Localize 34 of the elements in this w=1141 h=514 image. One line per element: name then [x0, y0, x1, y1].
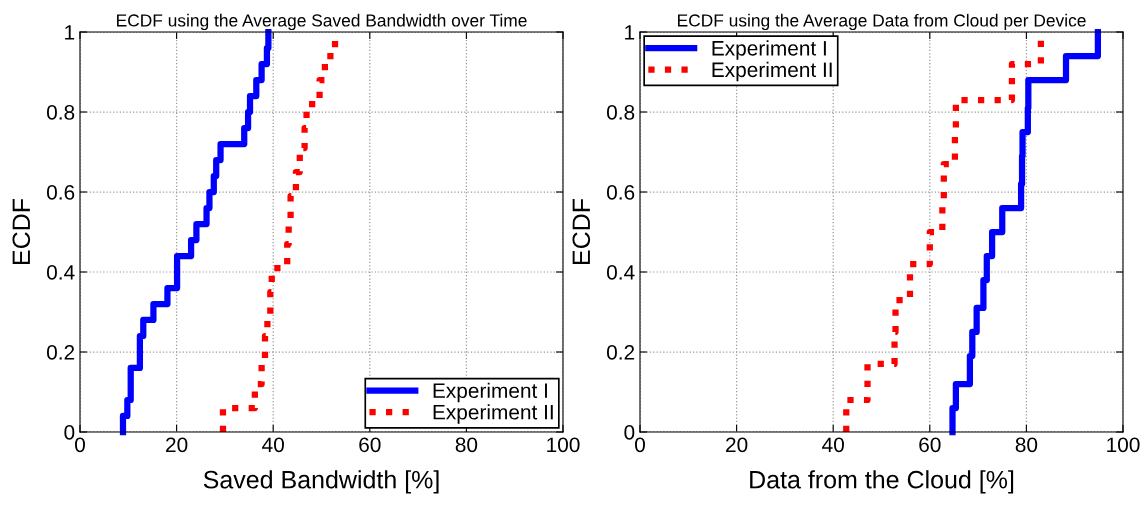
y-tick-label: 1 — [625, 25, 635, 40]
y-tick-label: 0 — [64, 425, 75, 440]
x-tick-label: 100 — [1107, 437, 1140, 453]
y-tick-label: 0.4 — [46, 265, 75, 280]
legend-label: Experiment II — [712, 61, 832, 82]
x-tick-label: 0 — [75, 437, 85, 453]
chart-title: ECDF using the Average Data from Cloud per Device — [678, 13, 1086, 31]
legend-label: Experiment I — [433, 382, 547, 403]
chart-title: ECDF using the Average Saved Bandwidth over Time — [117, 13, 527, 31]
y-tick-label: 0.8 — [606, 105, 635, 120]
y-tick-label: 1 — [65, 25, 75, 40]
x-tick-label: 40 — [822, 437, 844, 453]
x-tick-label: 20 — [726, 437, 748, 453]
x-tick-label: 0 — [635, 437, 645, 453]
legend-label: Experiment I — [712, 40, 826, 60]
x-axis-title: Data from the Cloud [%] — [750, 470, 1014, 494]
x-tick-label: 40 — [262, 437, 284, 453]
x-axis-title: Saved Bandwidth [%] — [203, 470, 439, 494]
y-tick-label: 0.2 — [606, 345, 635, 360]
y-tick-label: 0.2 — [46, 345, 75, 360]
y-tick-label: 0 — [624, 425, 635, 440]
y-tick-label: 0.4 — [606, 265, 635, 280]
y-tick-label: 0.6 — [46, 185, 75, 200]
y-tick-label: 0.8 — [46, 105, 75, 120]
x-tick-label: 80 — [1015, 437, 1038, 453]
x-tick-label: 20 — [166, 437, 188, 453]
y-axis-title: ECDF — [572, 198, 591, 264]
x-tick-label: 80 — [455, 437, 478, 453]
x-tick-label: 100 — [547, 437, 580, 453]
y-axis-title: ECDF — [12, 198, 31, 264]
legend-label: Experiment II — [433, 404, 553, 424]
x-tick-label: 60 — [919, 437, 941, 453]
y-tick-label: 0.6 — [606, 185, 635, 200]
x-tick-label: 60 — [359, 437, 381, 453]
